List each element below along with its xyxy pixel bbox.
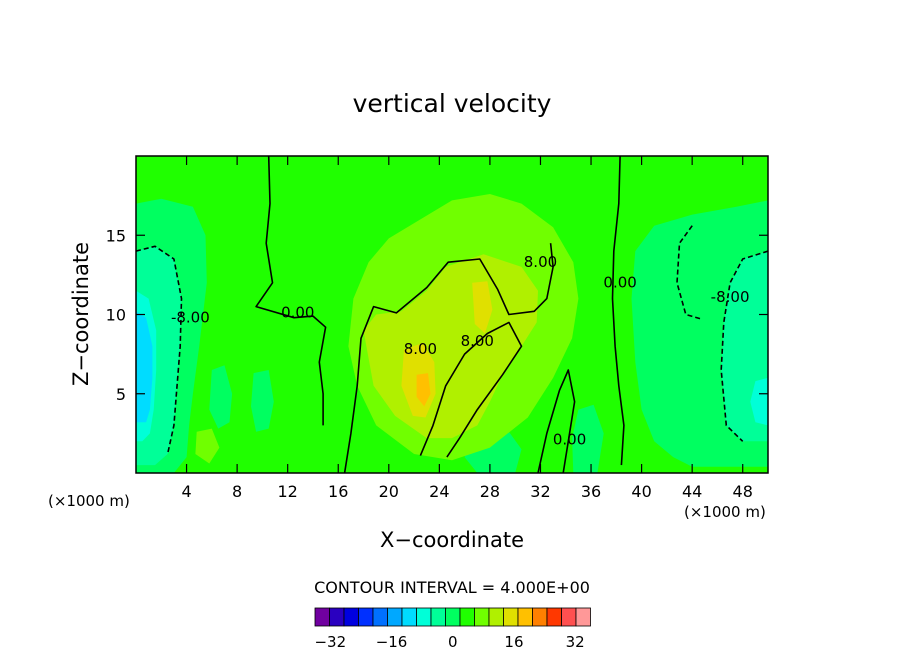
x-unit-right: (×1000 m) xyxy=(684,503,766,521)
contour-region-11 xyxy=(195,428,220,464)
contour-line-4 xyxy=(537,369,576,473)
x-tick-label-5: 24 xyxy=(429,482,449,501)
colorbar-swatch-18 xyxy=(575,607,591,627)
x-axis-ticks: 4 8 12 16 20 24 28 32 36 40 44 48 xyxy=(181,156,753,501)
x-tick-label-8: 36 xyxy=(581,482,601,501)
colorbar-swatch-17 xyxy=(561,607,577,627)
contour-label-6: -8.00 xyxy=(171,308,210,326)
colorbar-swatch-1 xyxy=(329,607,345,627)
x-tick-label-1: 8 xyxy=(232,482,242,501)
colorbar-swatch-13 xyxy=(503,607,519,627)
colorbar-swatch-11 xyxy=(474,607,490,627)
contour-region-10 xyxy=(572,404,604,473)
contour-line-2 xyxy=(611,156,625,466)
x-tick-label-11: 48 xyxy=(733,482,753,501)
chart-title: vertical velocity xyxy=(353,89,552,118)
x-unit-left: (×1000 m) xyxy=(48,492,130,510)
colorbar-tick-label-0: −32 xyxy=(314,633,346,651)
x-tick-label-2: 12 xyxy=(278,482,298,501)
contour-region-8 xyxy=(251,370,274,432)
y-tick-label-1: 10 xyxy=(106,306,126,325)
colorbar-swatch-0 xyxy=(314,607,330,627)
contour-line-5 xyxy=(136,245,183,455)
x-tick-label-6: 28 xyxy=(480,482,500,501)
x-tick-label-4: 20 xyxy=(379,482,399,501)
contour-region-3 xyxy=(136,311,153,423)
x-tick-label-3: 16 xyxy=(328,482,348,501)
contour-region-7 xyxy=(209,365,233,429)
x-tick-label-9: 40 xyxy=(631,482,651,501)
contour-label-4: 0.00 xyxy=(603,274,636,292)
colorbar-swatch-4 xyxy=(372,607,388,627)
colorbar-tick-label-2: 0 xyxy=(448,633,458,651)
contour-label-2: 8.00 xyxy=(404,340,437,358)
contour-label-0: 8.00 xyxy=(524,253,557,271)
contour-interval-text: CONTOUR INTERVAL = 4.000E+00 xyxy=(314,578,590,597)
colorbar-swatch-9 xyxy=(445,607,461,627)
colorbar-swatch-2 xyxy=(343,607,359,627)
colorbar-swatch-3 xyxy=(358,607,374,627)
colorbar-swatch-5 xyxy=(387,607,403,627)
y-axis-ticks: 5 10 15 xyxy=(106,226,768,404)
y-axis-label: Z−coordinate xyxy=(69,242,93,386)
contour-line-0 xyxy=(255,156,327,426)
colorbar-swatch-12 xyxy=(488,607,504,627)
contour-label-1: 8.00 xyxy=(461,332,494,350)
contour-line-1 xyxy=(343,243,554,473)
contour-region-6 xyxy=(750,377,768,426)
x-tick-label-0: 4 xyxy=(181,482,191,501)
x-tick-label-7: 32 xyxy=(530,482,550,501)
x-tick-label-10: 44 xyxy=(682,482,702,501)
colorbar-swatch-7 xyxy=(416,607,432,627)
colorbar-swatch-8 xyxy=(430,607,446,627)
contour-labels: 8.00 8.00 8.00 0.00 0.00 0.00 -8.00 -8.00 xyxy=(171,253,750,449)
colorbar-swatch-14 xyxy=(517,607,533,627)
colorbar-tick-label-3: 16 xyxy=(504,633,523,651)
y-tick-label-0: 5 xyxy=(116,385,126,404)
contour-region-16 xyxy=(416,373,431,407)
y-tick-label-2: 15 xyxy=(106,226,126,245)
colorbar-swatch-6 xyxy=(401,607,417,627)
contour-region-15 xyxy=(472,281,493,334)
colorbar-tick-label-4: 32 xyxy=(566,633,585,651)
contour-line-3 xyxy=(419,321,523,458)
colorbar-tick-labels: −32 −16 0 16 32 xyxy=(314,633,584,651)
contour-label-7: -8.00 xyxy=(711,288,750,306)
contour-line-7 xyxy=(676,225,703,321)
contour-label-3: 0.00 xyxy=(281,304,314,322)
plot-area xyxy=(136,156,768,473)
colorbar xyxy=(314,607,591,627)
colorbar-tick-label-1: −16 xyxy=(376,633,408,651)
colorbar-swatch-16 xyxy=(546,607,562,627)
contour-line-6 xyxy=(720,250,768,442)
colorbar-swatch-15 xyxy=(532,607,548,627)
contour-label-5: 0.00 xyxy=(553,430,586,448)
x-axis-label: X−coordinate xyxy=(380,528,524,552)
colorbar-swatch-10 xyxy=(459,607,475,627)
